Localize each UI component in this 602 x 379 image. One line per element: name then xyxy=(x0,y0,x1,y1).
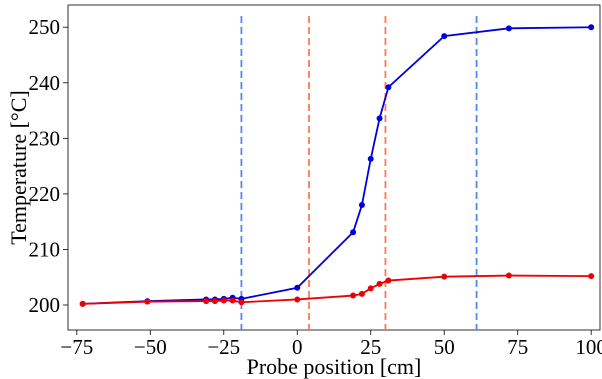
x-tick-label: 100 xyxy=(575,335,602,359)
series-2-point-12 xyxy=(376,280,383,287)
y-tick-label: 200 xyxy=(29,293,61,317)
x-tick-label: 25 xyxy=(360,335,381,359)
y-axis-label: Temperature [°C] xyxy=(6,90,31,244)
series-2-point-2 xyxy=(144,298,151,305)
series-1-point-13 xyxy=(385,84,392,91)
series-1-point-8 xyxy=(294,284,301,291)
y-tick-label: 250 xyxy=(29,15,61,39)
series-1-point-11 xyxy=(367,155,374,162)
series-2-point-3 xyxy=(203,298,210,305)
x-axis-ticks: −75 −50 −25 0 25 50 75 100 xyxy=(60,330,602,359)
series-2-point-15 xyxy=(505,272,512,279)
series-1-point-9 xyxy=(350,229,357,236)
series-2-point-5 xyxy=(220,297,227,304)
series-2-point-16 xyxy=(588,273,595,280)
x-tick-label: −25 xyxy=(207,335,240,359)
series-2-point-8 xyxy=(294,296,301,303)
x-tick-label: −50 xyxy=(134,335,167,359)
series-2-point-6 xyxy=(229,297,236,304)
x-tick-label: −75 xyxy=(60,335,93,359)
series-2-point-11 xyxy=(367,285,374,292)
series-1-point-16 xyxy=(588,24,595,31)
series-1-point-15 xyxy=(505,25,512,32)
series-line-2 xyxy=(82,274,592,305)
series-layer xyxy=(79,24,595,307)
series-2-point-4 xyxy=(211,298,218,305)
y-tick-label: 240 xyxy=(29,71,61,95)
x-tick-label: 50 xyxy=(434,335,455,359)
series-1-point-14 xyxy=(441,33,448,40)
y-tick-label: 230 xyxy=(29,126,61,150)
series-1-point-10 xyxy=(358,202,365,208)
series-2 xyxy=(79,272,595,307)
series-line-1 xyxy=(82,26,592,305)
series-1 xyxy=(79,24,595,307)
x-tick-label: 75 xyxy=(507,335,528,359)
series-2-point-1 xyxy=(79,300,86,307)
y-tick-label: 210 xyxy=(29,237,61,261)
y-tick-label: 220 xyxy=(29,182,61,206)
series-2-point-10 xyxy=(358,290,365,297)
series-2-point-7 xyxy=(238,299,245,306)
x-axis-label: Probe position [cm] xyxy=(247,354,422,379)
reference-lines xyxy=(240,16,478,330)
series-1-point-12 xyxy=(376,115,383,122)
y-axis-ticks: 200 210 220 230 240 250 xyxy=(29,15,68,317)
x-tick-label: 0 xyxy=(292,335,303,359)
plot-frame xyxy=(67,4,601,331)
series-2-point-14 xyxy=(441,273,448,280)
series-2-point-13 xyxy=(385,277,392,284)
series-2-point-9 xyxy=(350,292,357,299)
